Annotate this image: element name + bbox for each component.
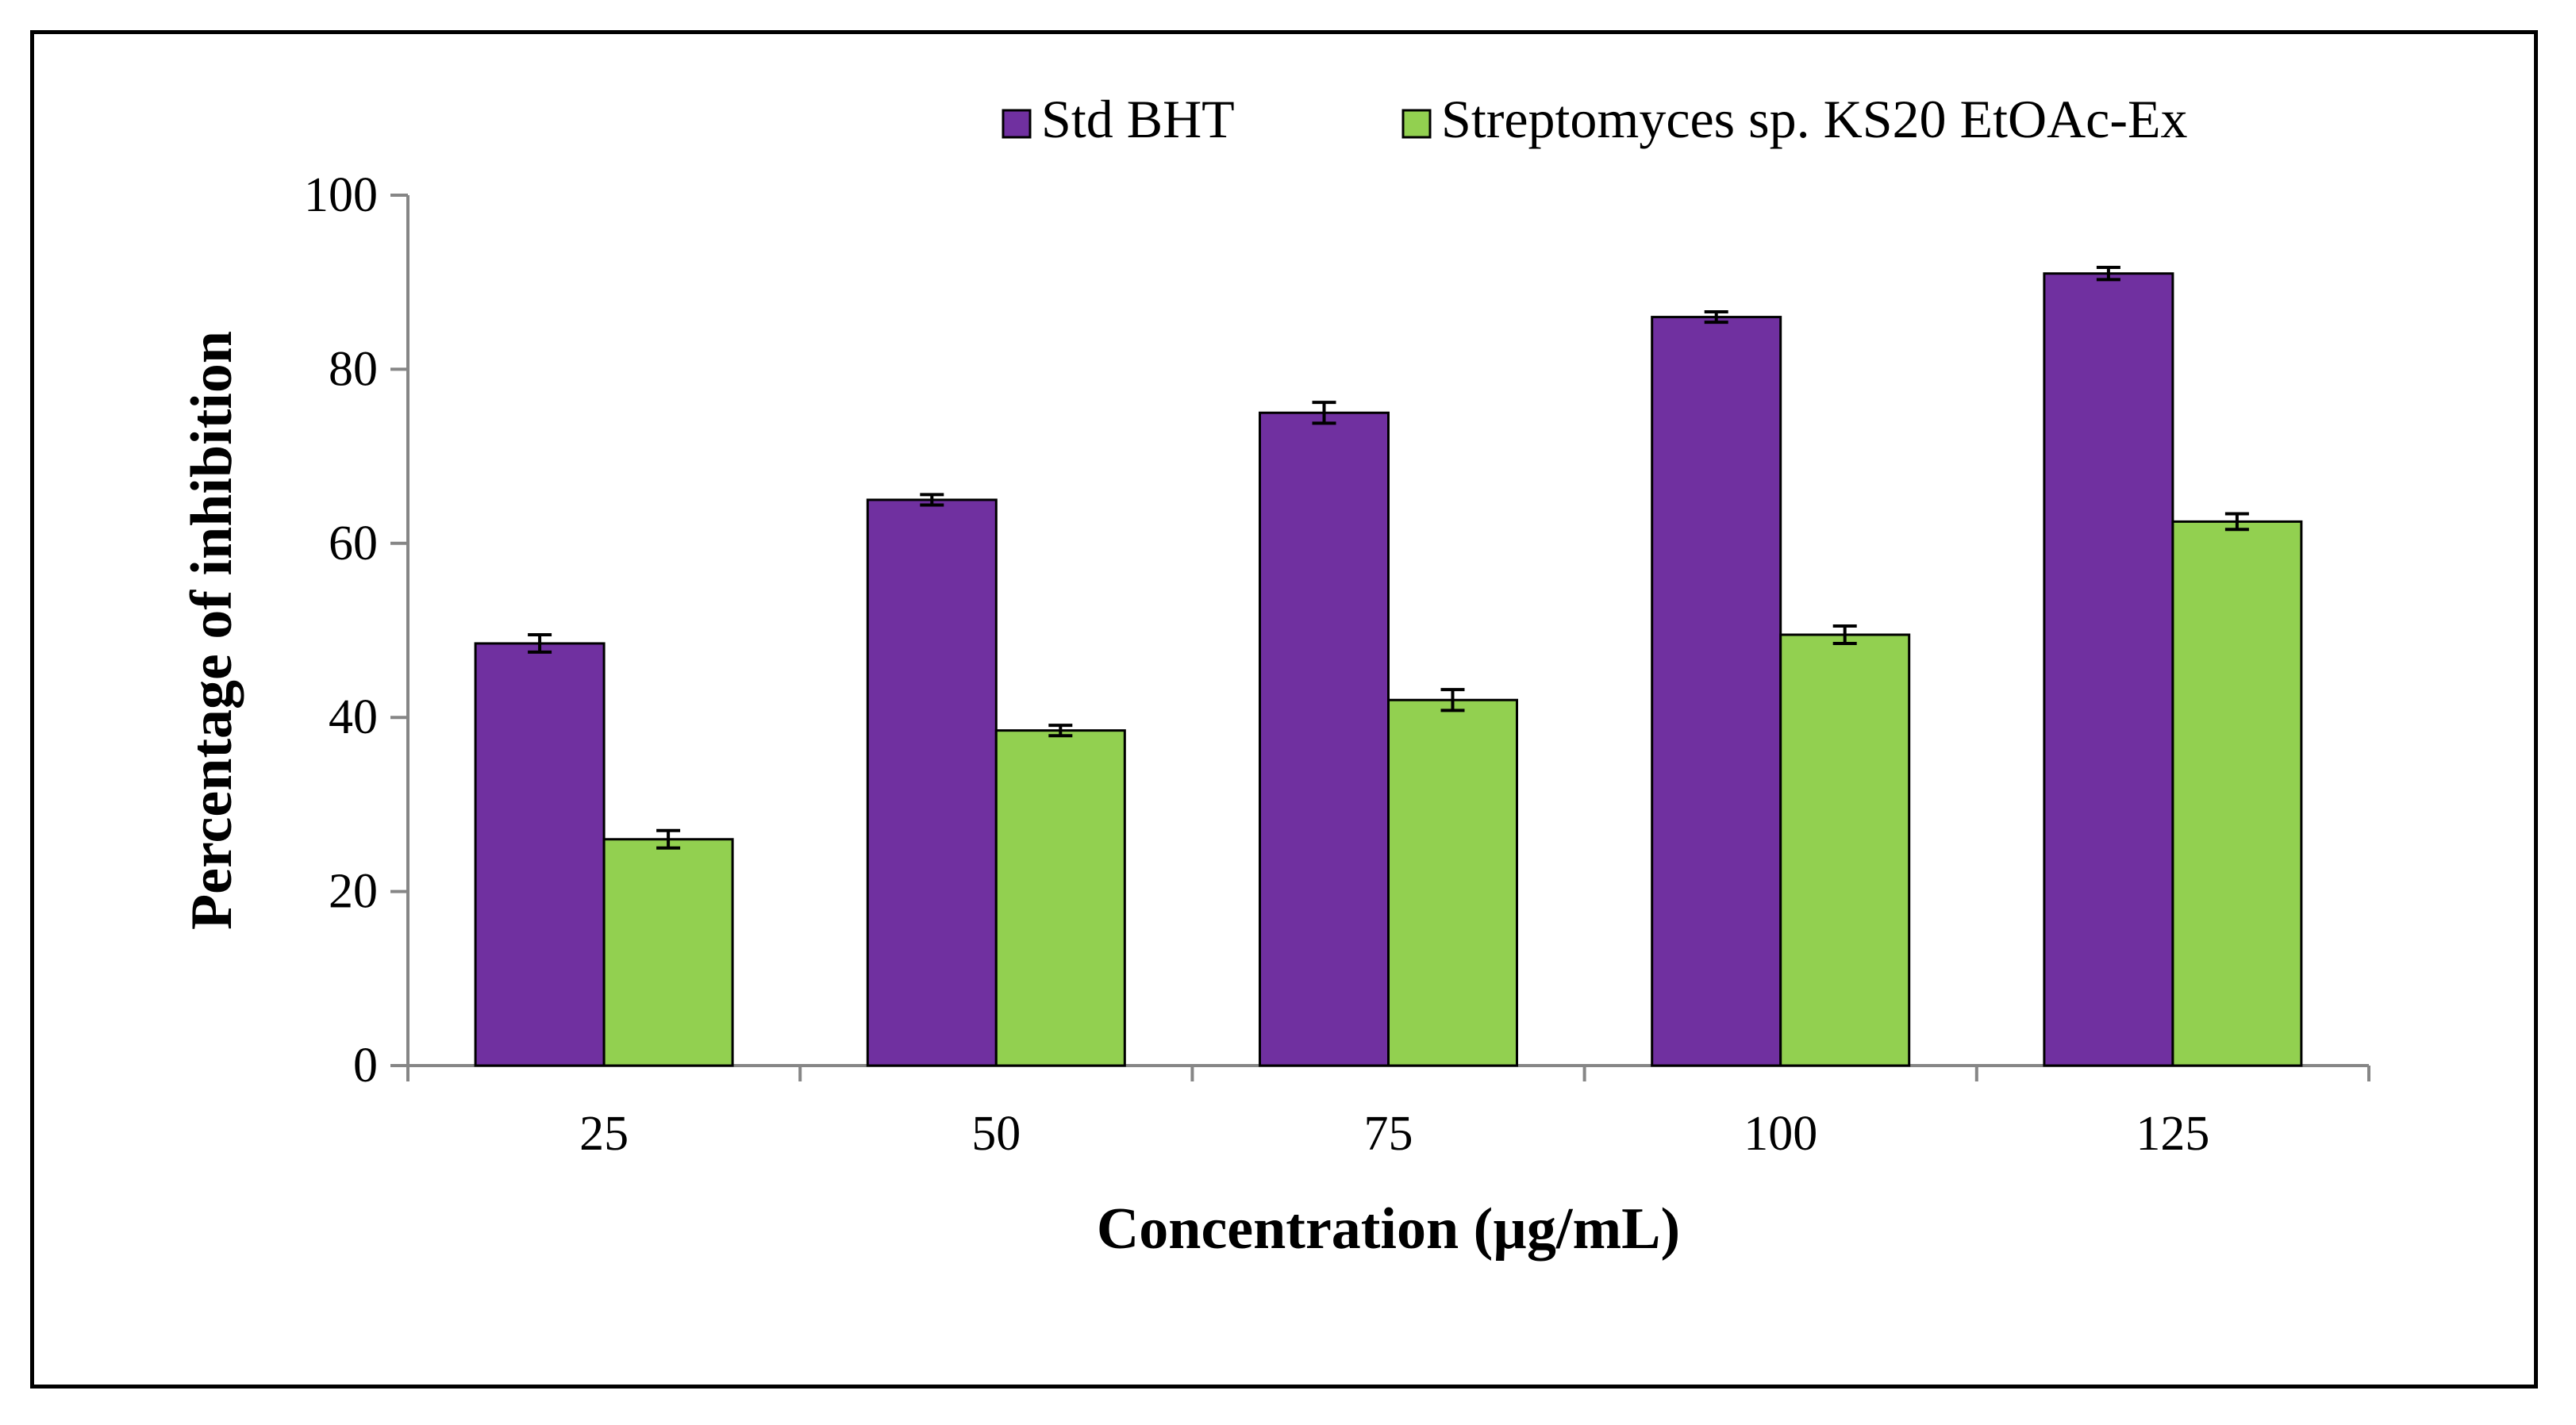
bar-extract-75 [1387, 698, 1518, 1067]
bar-std-bht-125 [2043, 272, 2174, 1067]
bar-std-bht-75 [1259, 411, 1390, 1067]
x-tick-label: 50 [971, 1107, 1021, 1161]
error-bar [1312, 401, 1336, 425]
bar-std-bht-100 [1651, 316, 1782, 1067]
chart-frame: 0 20 40 60 80 100 25 50 75 100 125 Std BHT Strepto… [30, 30, 2538, 1389]
legend: Std BHT Streptomyces sp. KS20 EtOAc-Ex [1002, 89, 2188, 149]
error-bar [1704, 309, 1728, 325]
x-tick-label: 100 [1744, 1107, 1817, 1161]
x-tick-label: 25 [579, 1107, 629, 1161]
bars-layer [474, 266, 2303, 1067]
error-bar [1048, 724, 1073, 738]
error-bar [2224, 512, 2249, 532]
x-axis-title: Concentration (µg/mL) [1097, 1196, 1680, 1262]
bar-chart: 0 20 40 60 80 100 25 50 75 100 125 Std BHT Strepto… [179, 89, 2370, 1262]
labels-layer: 0 20 40 60 80 100 25 50 75 100 125 [304, 168, 2209, 1161]
y-tick-label: 0 [353, 1039, 378, 1093]
bar-std-bht-50 [866, 498, 998, 1067]
y-axis-title: Percentage of inhibition [179, 331, 244, 930]
bar-extract-50 [994, 729, 1126, 1067]
error-bar [528, 632, 552, 654]
x-tick-label: 125 [2136, 1107, 2209, 1161]
y-tick-label: 40 [329, 690, 378, 744]
bar-extract-100 [1779, 633, 1911, 1067]
legend-label-extract: Streptomyces sp. KS20 EtOAc-Ex [1441, 89, 2188, 149]
legend-swatch-extract [1401, 109, 1432, 139]
legend-swatch-std-bht [1002, 109, 1032, 139]
bar-extract-25 [602, 838, 734, 1067]
legend-label-std-bht: Std BHT [1041, 89, 1235, 149]
y-tick-label: 60 [329, 517, 378, 570]
error-bar [1440, 688, 1465, 712]
error-bar [920, 493, 944, 507]
y-tick-label: 20 [329, 865, 378, 919]
y-tick-label: 100 [304, 168, 378, 222]
error-bar [1832, 624, 1857, 645]
x-tick-label: 75 [1364, 1107, 1413, 1161]
error-bar [656, 828, 681, 850]
y-tick-label: 80 [329, 342, 378, 396]
bar-std-bht-25 [474, 642, 606, 1067]
error-bar [2096, 266, 2120, 282]
bar-extract-125 [2171, 520, 2303, 1067]
